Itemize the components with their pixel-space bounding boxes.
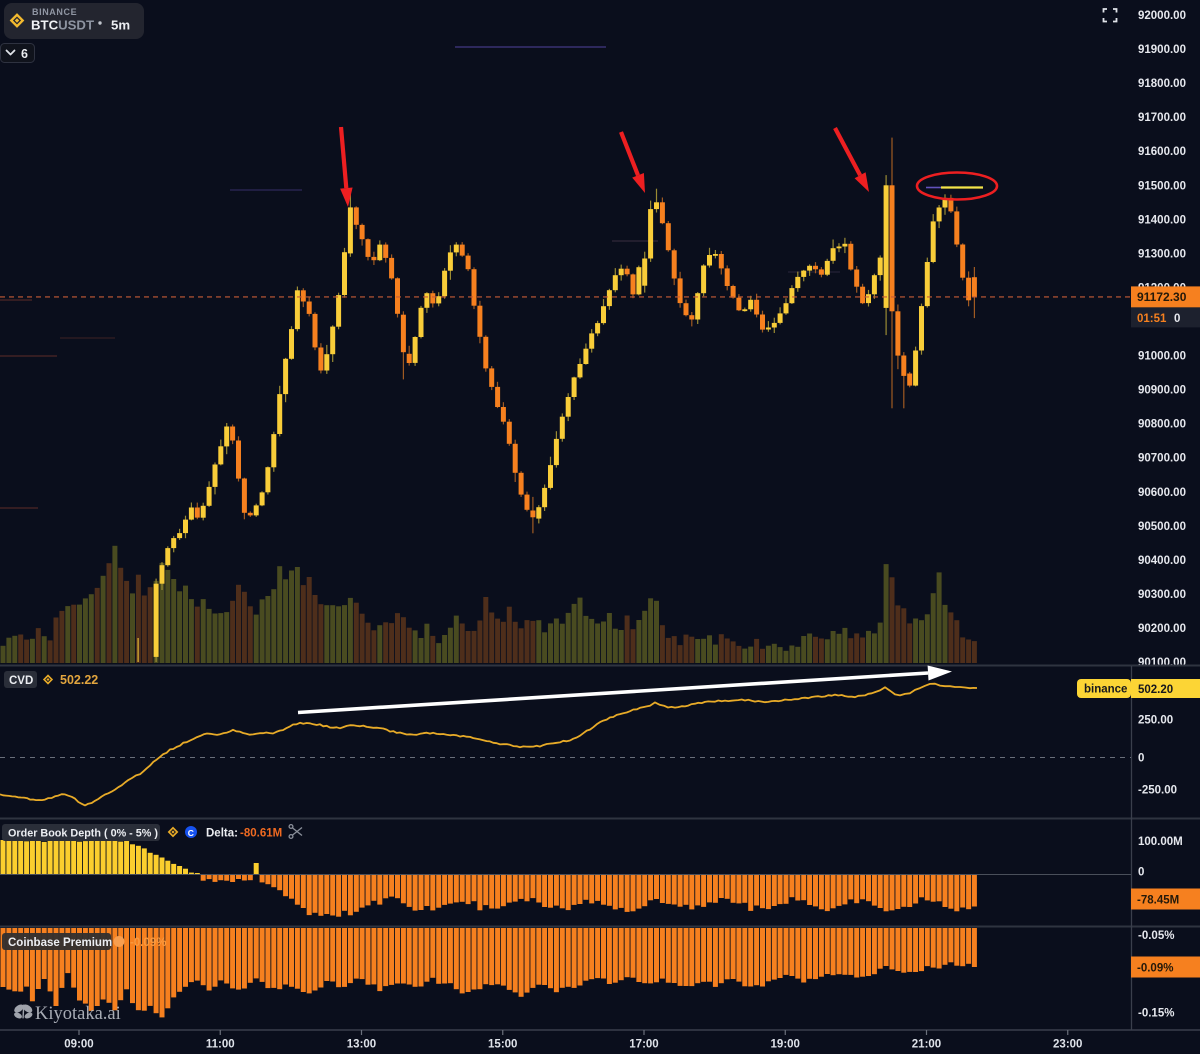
svg-text:09:00: 09:00 [64, 1039, 93, 1051]
svg-text:90400.00: 90400.00 [1138, 555, 1186, 567]
svg-text:BINANCE: BINANCE [32, 7, 77, 17]
svg-text:21:00: 21:00 [912, 1039, 941, 1051]
svg-text:91700.00: 91700.00 [1138, 112, 1186, 124]
svg-text:0: 0 [1174, 313, 1180, 325]
svg-text:91800.00: 91800.00 [1138, 78, 1186, 90]
svg-text:-78.45M: -78.45M [1137, 895, 1179, 907]
svg-text:19:00: 19:00 [771, 1039, 800, 1051]
svg-text:91900.00: 91900.00 [1138, 44, 1186, 56]
svg-text:CVD: CVD [9, 675, 33, 687]
svg-text:-0.09%: -0.09% [130, 937, 166, 949]
svg-text:-80.61M: -80.61M [240, 828, 282, 840]
svg-text:-0.15%: -0.15% [1138, 1008, 1174, 1020]
svg-text:11:00: 11:00 [206, 1039, 235, 1051]
svg-text:91300.00: 91300.00 [1138, 248, 1186, 260]
svg-text:90100.00: 90100.00 [1138, 657, 1186, 669]
svg-text:91400.00: 91400.00 [1138, 214, 1186, 226]
svg-text:Kiyotaka.ai: Kiyotaka.ai [35, 1004, 121, 1024]
svg-text:90200.00: 90200.00 [1138, 623, 1186, 635]
svg-text:90500.00: 90500.00 [1138, 521, 1186, 533]
svg-text:-0.09%: -0.09% [1137, 963, 1173, 975]
svg-text:90600.00: 90600.00 [1138, 487, 1186, 499]
svg-text:90300.00: 90300.00 [1138, 589, 1186, 601]
svg-text:23:00: 23:00 [1053, 1039, 1082, 1051]
svg-text:502.20: 502.20 [1138, 684, 1173, 696]
svg-text:15:00: 15:00 [488, 1039, 517, 1051]
svg-text:01:51: 01:51 [1137, 313, 1167, 325]
svg-text:-250.00: -250.00 [1138, 785, 1177, 797]
svg-text:6: 6 [21, 47, 28, 61]
svg-text:Delta:: Delta: [206, 828, 238, 840]
svg-text:502.22: 502.22 [60, 673, 98, 687]
svg-text:91500.00: 91500.00 [1138, 180, 1186, 192]
svg-text:250.00: 250.00 [1138, 715, 1173, 727]
svg-text:90800.00: 90800.00 [1138, 419, 1186, 431]
svg-text:100.00M: 100.00M [1138, 836, 1183, 848]
svg-text:17:00: 17:00 [629, 1039, 658, 1051]
svg-text:91000.00: 91000.00 [1138, 351, 1186, 363]
svg-text:-0.05%: -0.05% [1138, 930, 1174, 942]
svg-text:92000.00: 92000.00 [1138, 10, 1186, 22]
svg-text:0: 0 [1138, 753, 1144, 765]
svg-text:90700.00: 90700.00 [1138, 453, 1186, 465]
svg-text:91600.00: 91600.00 [1138, 146, 1186, 158]
svg-text:0: 0 [1138, 867, 1144, 879]
svg-text:91172.30: 91172.30 [1137, 290, 1187, 304]
svg-text:13:00: 13:00 [347, 1039, 376, 1051]
svg-text:C: C [188, 828, 194, 838]
svg-text:Coinbase Premium: Coinbase Premium [8, 937, 112, 949]
svg-text:Order Book Depth ( 0% - 5% ): Order Book Depth ( 0% - 5% ) [8, 828, 158, 840]
svg-text:90900.00: 90900.00 [1138, 385, 1186, 397]
svg-text:BTCUSDT: BTCUSDT [31, 18, 94, 33]
svg-text:binance: binance [1084, 684, 1127, 696]
svg-text:5m: 5m [111, 18, 130, 33]
